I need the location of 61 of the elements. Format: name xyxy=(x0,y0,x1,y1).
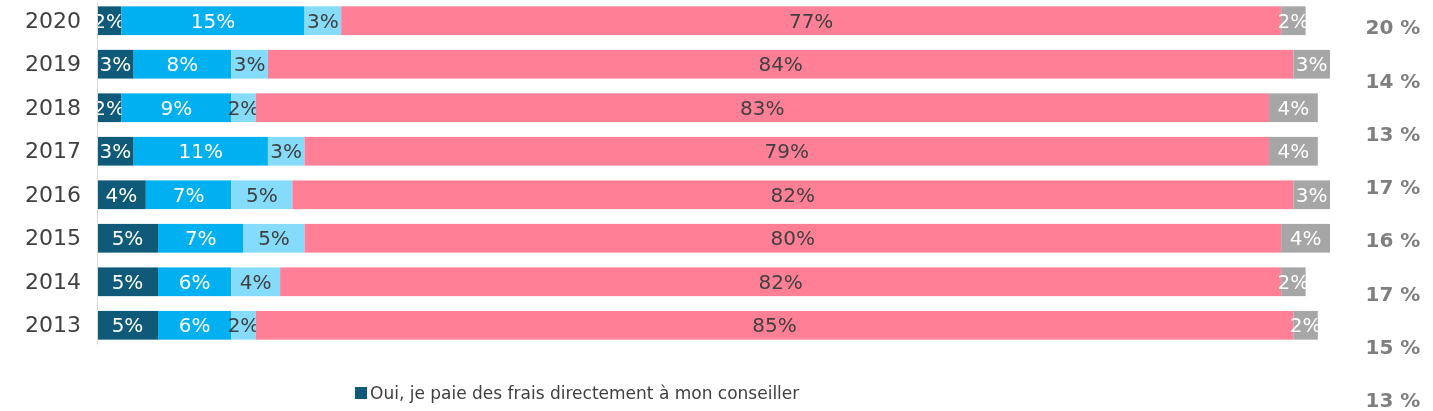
data-label: 4% xyxy=(1277,139,1310,164)
bar xyxy=(121,6,305,36)
data-label: 15% xyxy=(190,8,236,33)
bar xyxy=(304,223,1282,253)
data-label: 4% xyxy=(239,269,272,294)
data-label: 6% xyxy=(178,269,211,294)
data-label: 3% xyxy=(99,139,132,164)
text: 13 % xyxy=(1365,388,1421,411)
text: 13 % xyxy=(1365,121,1421,146)
data-label: 8% xyxy=(166,52,199,77)
data-label: 4% xyxy=(105,182,138,207)
text: 20 % xyxy=(1365,15,1421,40)
y-tick-label: 2019 xyxy=(25,51,81,77)
data-label: 80% xyxy=(770,226,816,251)
legend-label: Oui, je paie des frais directement à mon conseiller xyxy=(370,383,800,404)
bar xyxy=(133,136,268,166)
bar xyxy=(133,49,232,79)
data-label: 3% xyxy=(1295,52,1328,77)
data-label: 5% xyxy=(111,313,144,338)
data-label: 5% xyxy=(111,226,144,251)
data-label: 5% xyxy=(258,226,290,251)
y-tick-label: 2016 xyxy=(25,181,81,207)
data-label: 3% xyxy=(99,52,132,77)
text: 17 % xyxy=(1365,281,1421,306)
text: 17 % xyxy=(1365,175,1421,200)
data-label: 3% xyxy=(1295,182,1328,207)
data-label: 79% xyxy=(764,139,809,164)
y-tick-label: 2017 xyxy=(25,138,81,164)
bar xyxy=(292,180,1294,210)
data-label: 5% xyxy=(245,182,278,207)
bar xyxy=(243,223,305,253)
data-label: 3% xyxy=(306,8,339,33)
data-label: 85% xyxy=(752,313,797,338)
bar xyxy=(267,49,1294,79)
data-label: 4% xyxy=(1289,226,1322,251)
data-label: 6% xyxy=(178,313,211,338)
data-label: 5% xyxy=(111,269,144,294)
data-label: 7% xyxy=(184,226,217,251)
data-label: 83% xyxy=(740,95,785,120)
y-tick-label: 2018 xyxy=(25,94,81,120)
data-label: 77% xyxy=(788,8,834,33)
data-label: 11% xyxy=(178,139,223,164)
y-tick-label: 2014 xyxy=(25,268,81,294)
data-label: 4% xyxy=(1277,95,1310,120)
data-label: 3% xyxy=(233,52,266,77)
bar xyxy=(255,93,1269,123)
data-label: 9% xyxy=(160,95,193,120)
text: 15 % xyxy=(1365,335,1421,359)
bar xyxy=(145,180,232,210)
bar xyxy=(158,223,244,253)
text: 16 % xyxy=(1365,228,1421,253)
y-tick-label: 2013 xyxy=(25,312,81,338)
data-label: 82% xyxy=(758,269,803,294)
data-label: 3% xyxy=(270,139,303,164)
data-label: 82% xyxy=(770,182,816,207)
data-label: 7% xyxy=(172,182,205,207)
text: 14 % xyxy=(1365,68,1421,93)
y-tick-label: 2020 xyxy=(25,7,81,33)
data-label: 84% xyxy=(758,52,803,77)
bar xyxy=(304,136,1269,166)
y-tick-label: 2015 xyxy=(25,225,81,251)
